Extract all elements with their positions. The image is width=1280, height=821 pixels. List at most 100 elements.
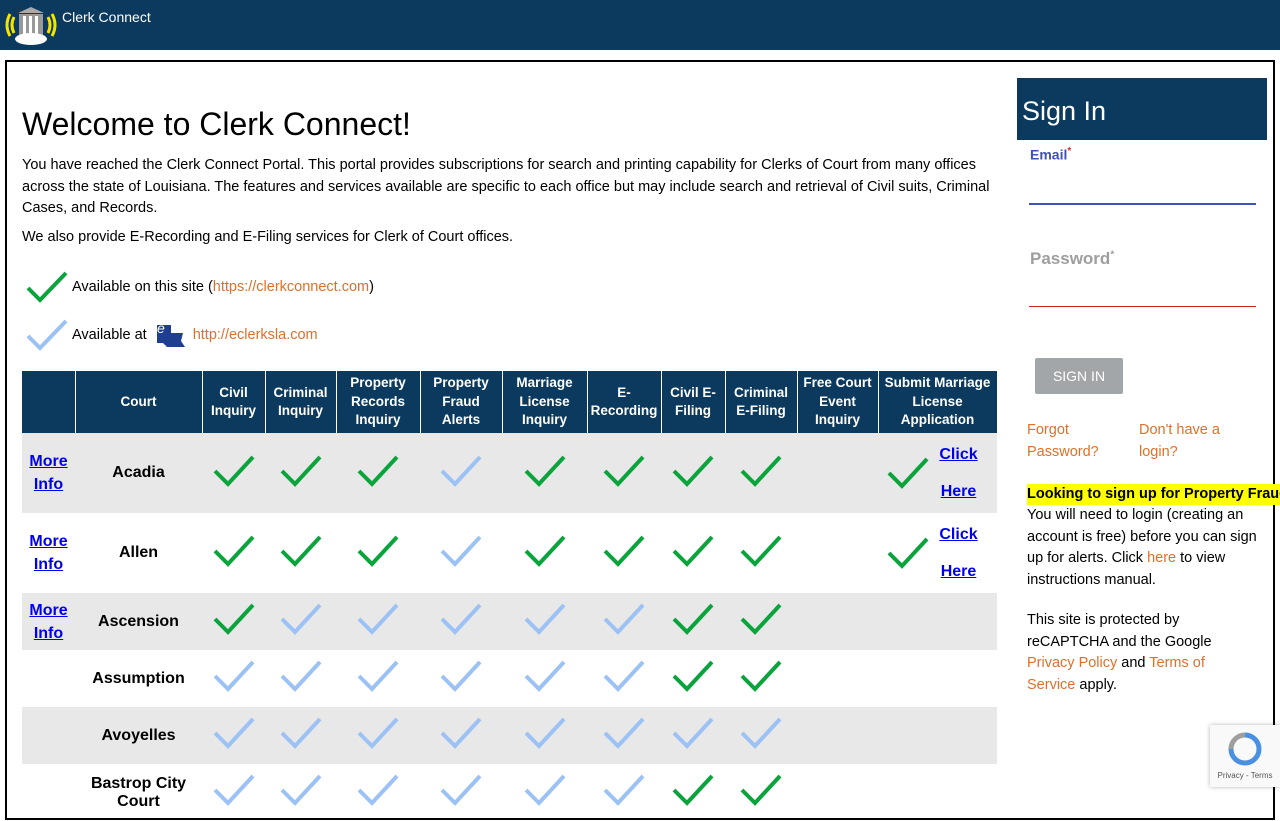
register-link[interactable]: Don't have a login?	[1139, 422, 1220, 460]
more-info-cell	[22, 707, 75, 764]
service-cell	[265, 433, 336, 513]
service-cell	[265, 513, 336, 593]
green-check-icon	[280, 535, 321, 567]
service-cell	[265, 650, 336, 707]
blue-check-icon	[280, 660, 321, 692]
green-check-icon	[740, 455, 782, 487]
eclerksla-link[interactable]: http://eclerksla.com	[192, 327, 318, 343]
recaptcha-badge[interactable]: Privacy - Terms	[1210, 725, 1280, 787]
sign-in-button[interactable]: SIGN IN	[1035, 358, 1123, 394]
service-cell	[202, 513, 265, 593]
blue-check-icon	[280, 717, 321, 749]
submit-cell	[878, 707, 997, 764]
more-info-link[interactable]: More Info	[29, 533, 68, 573]
service-cell	[725, 433, 797, 513]
service-cell	[725, 593, 797, 650]
more-info-link[interactable]: More Info	[29, 601, 68, 642]
service-cell	[502, 764, 587, 821]
column-header: Criminal Inquiry	[265, 371, 337, 433]
blue-check-icon	[440, 774, 482, 806]
column-header: Civil Inquiry	[202, 371, 266, 433]
service-cell	[502, 707, 587, 764]
green-check-icon	[740, 535, 782, 567]
more-info-cell: More Info	[22, 513, 75, 593]
court-name: Ascension	[75, 593, 202, 650]
recaptcha-notice: This site is protected by reCAPTCHA and …	[1027, 612, 1212, 693]
green-check-icon	[603, 535, 645, 567]
green-check-icon	[672, 774, 714, 806]
column-header: Civil E-Filing	[661, 371, 726, 433]
green-check-icon	[213, 455, 254, 487]
service-cell	[797, 593, 878, 650]
recaptcha-links[interactable]: Privacy - Terms	[1217, 771, 1273, 780]
court-services-table: Court Civil Inquiry Criminal Inquiry Proper…	[22, 371, 998, 821]
court-name: Assumption	[92, 669, 185, 687]
service-cell	[336, 650, 420, 707]
green-check-icon	[740, 660, 782, 692]
service-cell	[797, 764, 878, 821]
blue-check-icon	[26, 319, 68, 351]
email-input[interactable]	[1029, 170, 1256, 202]
service-cell	[587, 513, 661, 593]
court-name: Bastrop City Court	[90, 774, 187, 810]
page-title: Welcome to Clerk Connect!	[22, 106, 411, 142]
svg-text:e: e	[157, 320, 165, 336]
green-check-icon	[740, 774, 782, 806]
privacy-policy-link[interactable]: Privacy Policy	[1027, 655, 1118, 671]
service-cell	[336, 593, 420, 650]
service-cell	[661, 513, 725, 593]
courthouse-logo-icon[interactable]	[4, 4, 58, 46]
blue-check-icon	[603, 660, 645, 692]
more-info-cell: More Info	[22, 433, 75, 513]
app-title[interactable]: Clerk Connect	[62, 9, 151, 25]
service-cell	[797, 513, 878, 593]
forgot-password-link[interactable]: Forgot Password?	[1027, 422, 1099, 460]
email-label: Email*	[1030, 146, 1072, 163]
service-cell	[661, 650, 725, 707]
service-cell	[502, 433, 587, 513]
legend-paren: )	[369, 279, 374, 295]
more-info-link[interactable]: More Info	[29, 453, 68, 493]
more-info-cell	[22, 650, 75, 707]
blue-check-icon	[740, 717, 782, 749]
service-cell	[797, 650, 878, 707]
password-underline	[1029, 306, 1256, 307]
service-cell	[420, 650, 502, 707]
blue-check-icon	[280, 603, 321, 635]
blue-check-icon	[672, 717, 714, 749]
clerkconnect-link[interactable]: https://clerkconnect.com	[212, 279, 370, 295]
alerts-info: You will need to login (creating an acco…	[1027, 507, 1257, 588]
service-cell	[587, 764, 661, 821]
service-cell	[587, 433, 661, 513]
service-cell	[420, 764, 502, 821]
intro-text: You have reached the Clerk Connect Porta…	[22, 157, 990, 216]
password-label: Password*	[1030, 249, 1115, 268]
service-cell	[587, 707, 661, 764]
click-here-link[interactable]: Click Here	[939, 526, 978, 580]
service-cell	[725, 513, 797, 593]
column-header: Property Fraud Alerts	[420, 371, 503, 433]
green-check-icon	[357, 455, 399, 487]
service-cell	[202, 593, 265, 650]
submit-cell: Click Here	[878, 513, 997, 593]
instructions-link[interactable]: here	[1147, 550, 1177, 566]
green-check-icon	[672, 603, 714, 635]
top-bar: Clerk Connect	[0, 0, 1280, 50]
legend-eclerks-text: Available at	[72, 327, 147, 343]
service-cell	[202, 433, 265, 513]
password-input[interactable]	[1029, 272, 1256, 304]
column-header: Criminal E-Filing	[725, 371, 798, 433]
column-header: Court	[75, 371, 203, 433]
blue-check-icon	[524, 660, 565, 692]
service-cell	[502, 513, 587, 593]
blue-check-icon	[440, 717, 482, 749]
green-check-icon	[26, 271, 68, 303]
court-name: Acadia	[75, 433, 202, 513]
service-cell	[202, 764, 265, 821]
click-here-link[interactable]: Click Here	[939, 446, 978, 500]
table-row: More Info Acadia Click Here	[22, 433, 997, 513]
column-header	[22, 371, 76, 433]
green-check-icon	[887, 457, 928, 489]
service-cell	[420, 707, 502, 764]
terms-link[interactable]: Terms of Service	[1027, 655, 1205, 693]
